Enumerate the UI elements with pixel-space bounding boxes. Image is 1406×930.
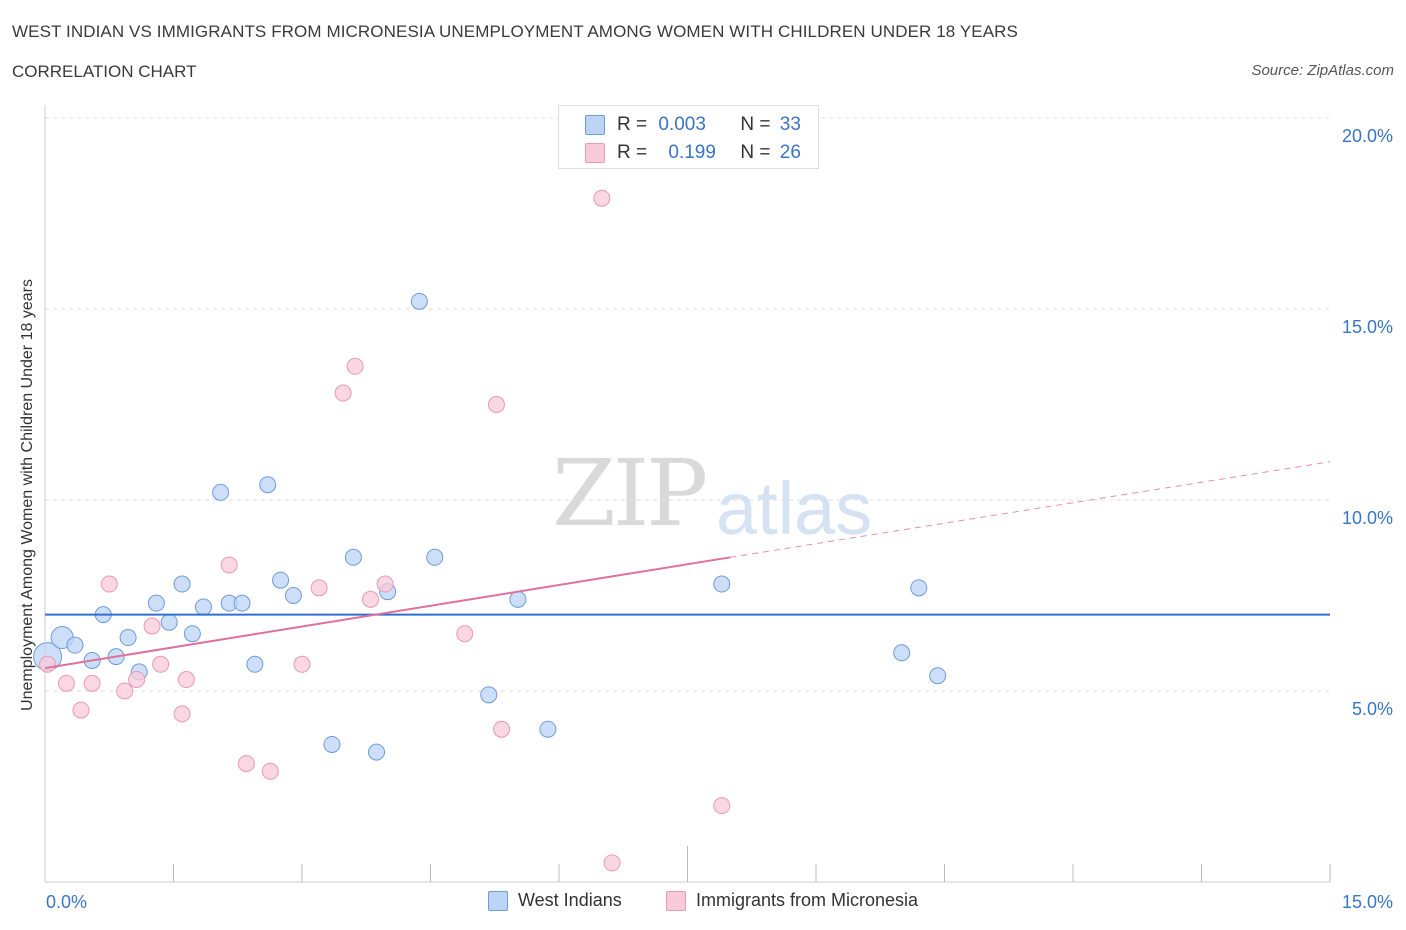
west-indians-point bbox=[539, 720, 557, 738]
legend-r-label-1: R = bbox=[617, 114, 653, 135]
legend-r-label-2: R = bbox=[617, 142, 653, 163]
micronesia-point bbox=[593, 189, 611, 207]
micronesia-point bbox=[72, 701, 90, 719]
micronesia-point bbox=[293, 655, 311, 673]
legend-n-value-1: 33 bbox=[779, 114, 801, 135]
legend-swatch-blue bbox=[585, 115, 605, 135]
micronesia-point bbox=[493, 720, 511, 738]
micronesia-point bbox=[456, 625, 474, 643]
micronesia-point bbox=[346, 357, 364, 375]
west-indians-point bbox=[426, 548, 444, 566]
y-tick-label: 15.0% bbox=[1342, 317, 1393, 337]
micronesia-point bbox=[57, 674, 75, 692]
west-indians-point bbox=[323, 735, 341, 753]
west-indians-point bbox=[160, 613, 178, 631]
x-tick-label: 0.0% bbox=[46, 892, 87, 912]
west-indians-point bbox=[259, 476, 277, 494]
micronesia-point bbox=[334, 384, 352, 402]
bottom-legend-label-west-indians: West Indians bbox=[518, 890, 622, 910]
micronesia-point bbox=[152, 655, 170, 673]
west-indians-point bbox=[910, 579, 928, 597]
west-indians-point bbox=[183, 625, 201, 643]
micronesia-point bbox=[83, 674, 101, 692]
west-indians-point bbox=[147, 594, 165, 612]
micronesia-trendline bbox=[44, 556, 731, 670]
bottom-legend-micronesia: Immigrants from Micronesia bbox=[666, 890, 918, 911]
west-indians-point bbox=[929, 667, 947, 685]
legend-n-value-2: 26 bbox=[779, 142, 801, 163]
bottom-legend-swatch-blue bbox=[488, 890, 508, 911]
west-indians-point bbox=[480, 686, 498, 704]
west-indians-point bbox=[173, 575, 191, 593]
micronesia-trendline-extension bbox=[730, 461, 1331, 558]
legend-r-value-2: 0.199 bbox=[668, 142, 716, 163]
bottom-legend-west-indians: West Indians bbox=[488, 890, 622, 911]
micronesia-point bbox=[39, 655, 57, 673]
watermark-zip: ZIP bbox=[552, 440, 708, 547]
micronesia-point bbox=[376, 575, 394, 593]
micronesia-point bbox=[362, 590, 380, 608]
micronesia-point bbox=[128, 671, 146, 689]
micronesia-point bbox=[713, 797, 731, 815]
micronesia-point bbox=[237, 755, 255, 773]
micronesia-point bbox=[220, 556, 238, 574]
west-indians-point bbox=[713, 575, 731, 593]
west-indians-point bbox=[893, 644, 911, 662]
legend-r-value-1: 0.003 bbox=[658, 114, 706, 135]
legend-n-label-1: N = bbox=[740, 114, 776, 135]
west-indians-point bbox=[246, 655, 264, 673]
west-indians-point bbox=[272, 571, 290, 589]
west-indians-point bbox=[233, 594, 251, 612]
watermark-atlas: atlas bbox=[716, 467, 873, 550]
x-tick-label: 15.0% bbox=[1342, 892, 1393, 912]
west-indians-point bbox=[284, 587, 302, 604]
west-indians-point bbox=[344, 548, 362, 566]
west-indians-point bbox=[194, 598, 212, 616]
y-axis-label: Unemployment Among Women with Children U… bbox=[19, 279, 36, 711]
micronesia-point bbox=[116, 682, 134, 700]
y-tick-label: 5.0% bbox=[1352, 699, 1393, 719]
legend-swatch-pink bbox=[585, 143, 605, 163]
correlation-legend: R = 0.003 N = 33 R = 0.199 N = 26 bbox=[558, 105, 819, 169]
y-tick-label: 20.0% bbox=[1342, 126, 1393, 146]
chart-subtitle: CORRELATION CHART bbox=[12, 62, 197, 81]
micronesia-point bbox=[261, 762, 279, 780]
bottom-legend-label-micronesia: Immigrants from Micronesia bbox=[696, 890, 919, 910]
legend-n-label-2: N = bbox=[740, 142, 776, 163]
west-indians-point bbox=[368, 743, 386, 761]
west-indians-point bbox=[212, 483, 230, 501]
micronesia-point bbox=[603, 854, 621, 872]
micronesia-point bbox=[487, 396, 505, 413]
chart-title: WEST INDIAN VS IMMIGRANTS FROM MICRONESI… bbox=[12, 22, 1018, 41]
legend-row-micronesia: R = 0.199 N = 26 bbox=[585, 141, 801, 165]
west-indians-point bbox=[119, 629, 137, 647]
micronesia-point bbox=[173, 705, 191, 723]
west-indians-point bbox=[66, 636, 84, 654]
source-label: Source: ZipAtlas.com bbox=[1251, 62, 1394, 79]
micronesia-point bbox=[143, 617, 161, 635]
west-indians-point bbox=[410, 292, 428, 310]
west-indians-point bbox=[509, 590, 527, 608]
micronesia-point bbox=[100, 575, 118, 593]
y-tick-label: 10.0% bbox=[1342, 508, 1393, 528]
micronesia-point bbox=[310, 579, 328, 597]
bottom-legend-swatch-pink bbox=[666, 890, 686, 911]
micronesia-point bbox=[177, 671, 195, 689]
legend-row-west-indians: R = 0.003 N = 33 bbox=[585, 113, 801, 137]
